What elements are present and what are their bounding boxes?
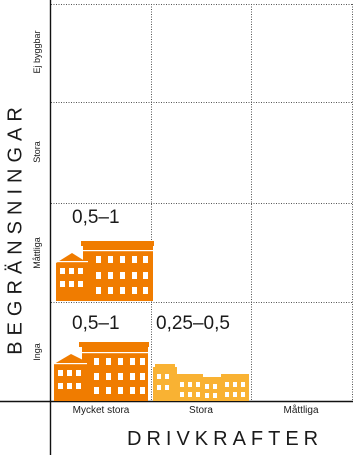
row-label-stora: Stora	[32, 141, 42, 163]
col-label-stora: Stora	[189, 405, 213, 416]
cell-value-inga-stora: 0,25–0,5	[156, 313, 230, 334]
building-cluster-icon	[56, 241, 154, 301]
col-label-mycket-stora: Mycket stora	[72, 405, 130, 416]
row-label-ej-byggbar: Ej byggbar	[32, 30, 42, 74]
building-cluster-icon	[153, 364, 249, 401]
cell-value-inga-mycket-stora: 0,5–1	[72, 313, 120, 334]
cell-value-mattliga-mycket-stora: 0,5–1	[72, 207, 120, 228]
y-axis-title: BEGRÄNSNINGAR	[4, 101, 27, 355]
col-label-mattliga: Måttliga	[283, 405, 319, 416]
row-label-mattliga: Måttliga	[32, 237, 42, 269]
row-label-inga: Inga	[32, 343, 42, 361]
building-cluster-icon	[54, 342, 149, 401]
x-axis-title: DRIVKRAFTER	[127, 428, 324, 450]
